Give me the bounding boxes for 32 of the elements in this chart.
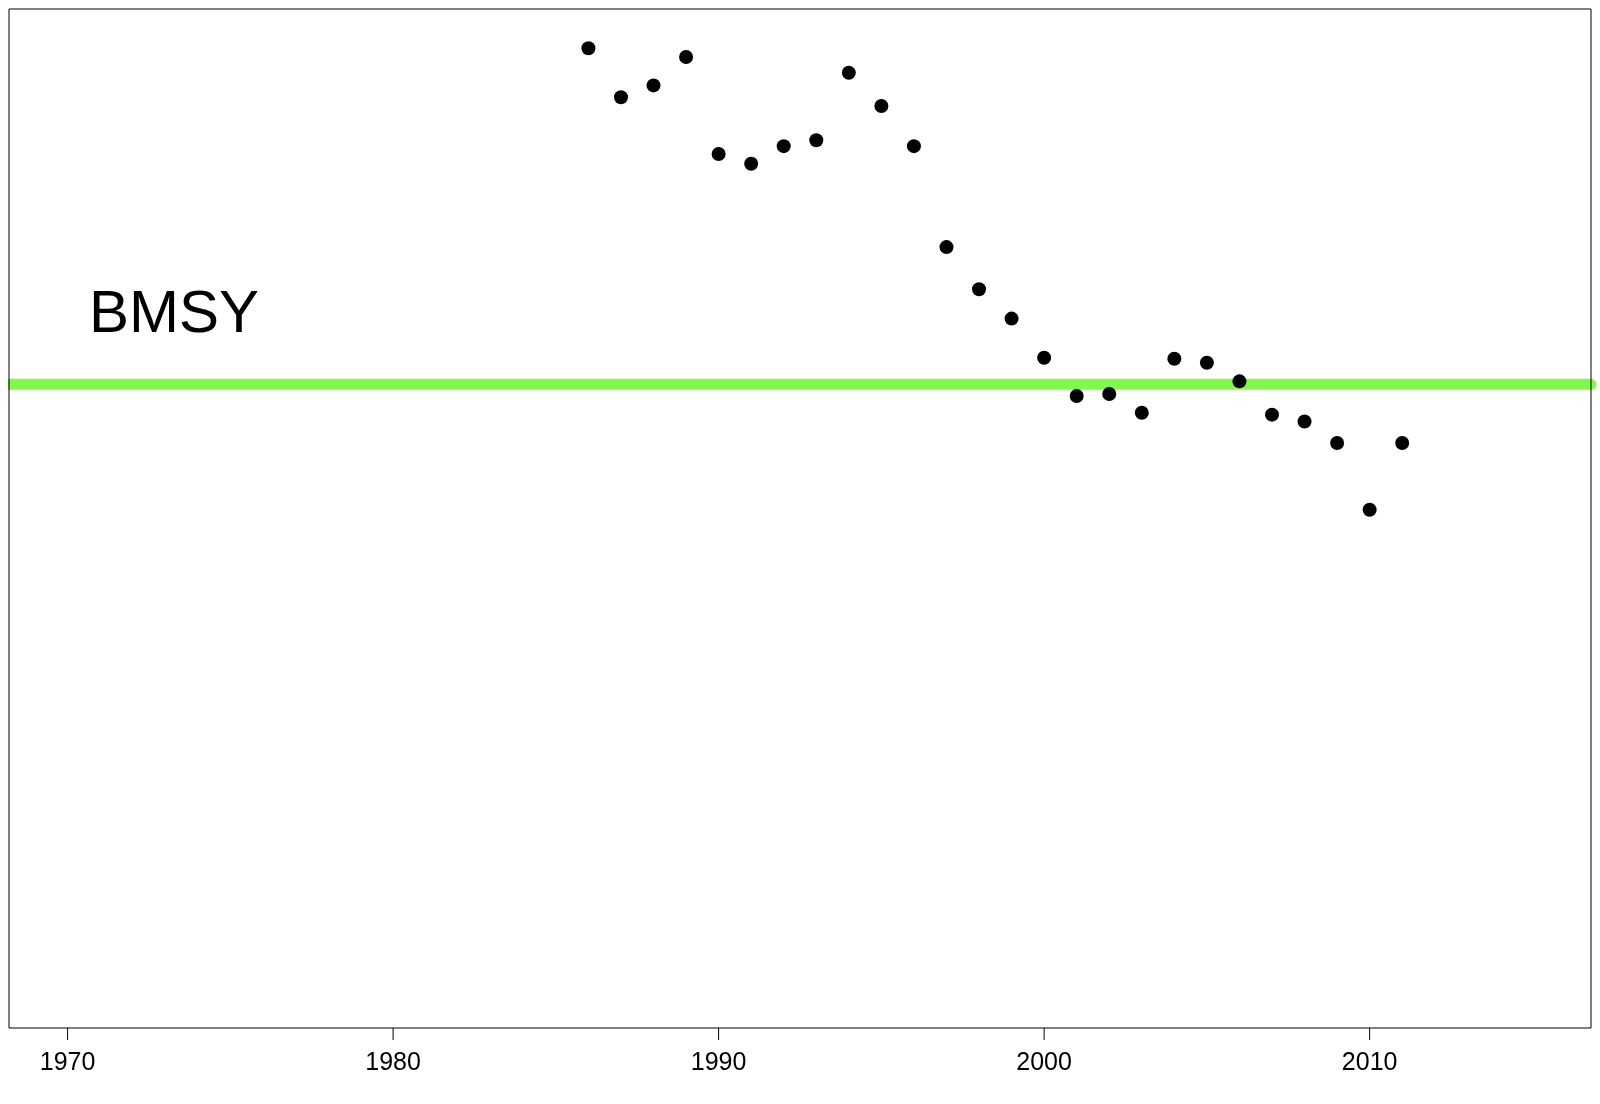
x-tick-label: 1980 xyxy=(365,1046,421,1075)
point xyxy=(1102,387,1117,402)
point xyxy=(1265,407,1279,422)
point xyxy=(1004,311,1019,326)
point xyxy=(939,240,954,255)
point xyxy=(613,90,628,105)
point xyxy=(972,282,987,297)
point xyxy=(809,133,824,148)
point xyxy=(744,156,759,171)
point xyxy=(1395,436,1410,451)
x-tick-label: 1970 xyxy=(39,1046,96,1075)
point xyxy=(581,41,596,56)
x-tick-label: 2000 xyxy=(1016,1046,1072,1075)
ref-line-label: BMSY xyxy=(89,277,260,345)
point xyxy=(1134,405,1149,420)
point xyxy=(1297,414,1312,429)
point xyxy=(1330,436,1345,451)
point xyxy=(906,139,921,154)
x-tick-label: 1990 xyxy=(690,1046,747,1075)
point xyxy=(679,50,694,65)
point xyxy=(841,65,856,80)
point xyxy=(776,139,791,154)
point xyxy=(1362,502,1377,517)
point xyxy=(1069,389,1084,404)
point xyxy=(874,99,889,113)
point xyxy=(1037,350,1052,365)
point xyxy=(646,78,661,93)
point xyxy=(711,147,726,162)
point xyxy=(1199,355,1214,370)
point xyxy=(1167,351,1182,366)
x-tick-label: 2010 xyxy=(1341,1046,1398,1075)
point xyxy=(1232,374,1247,389)
